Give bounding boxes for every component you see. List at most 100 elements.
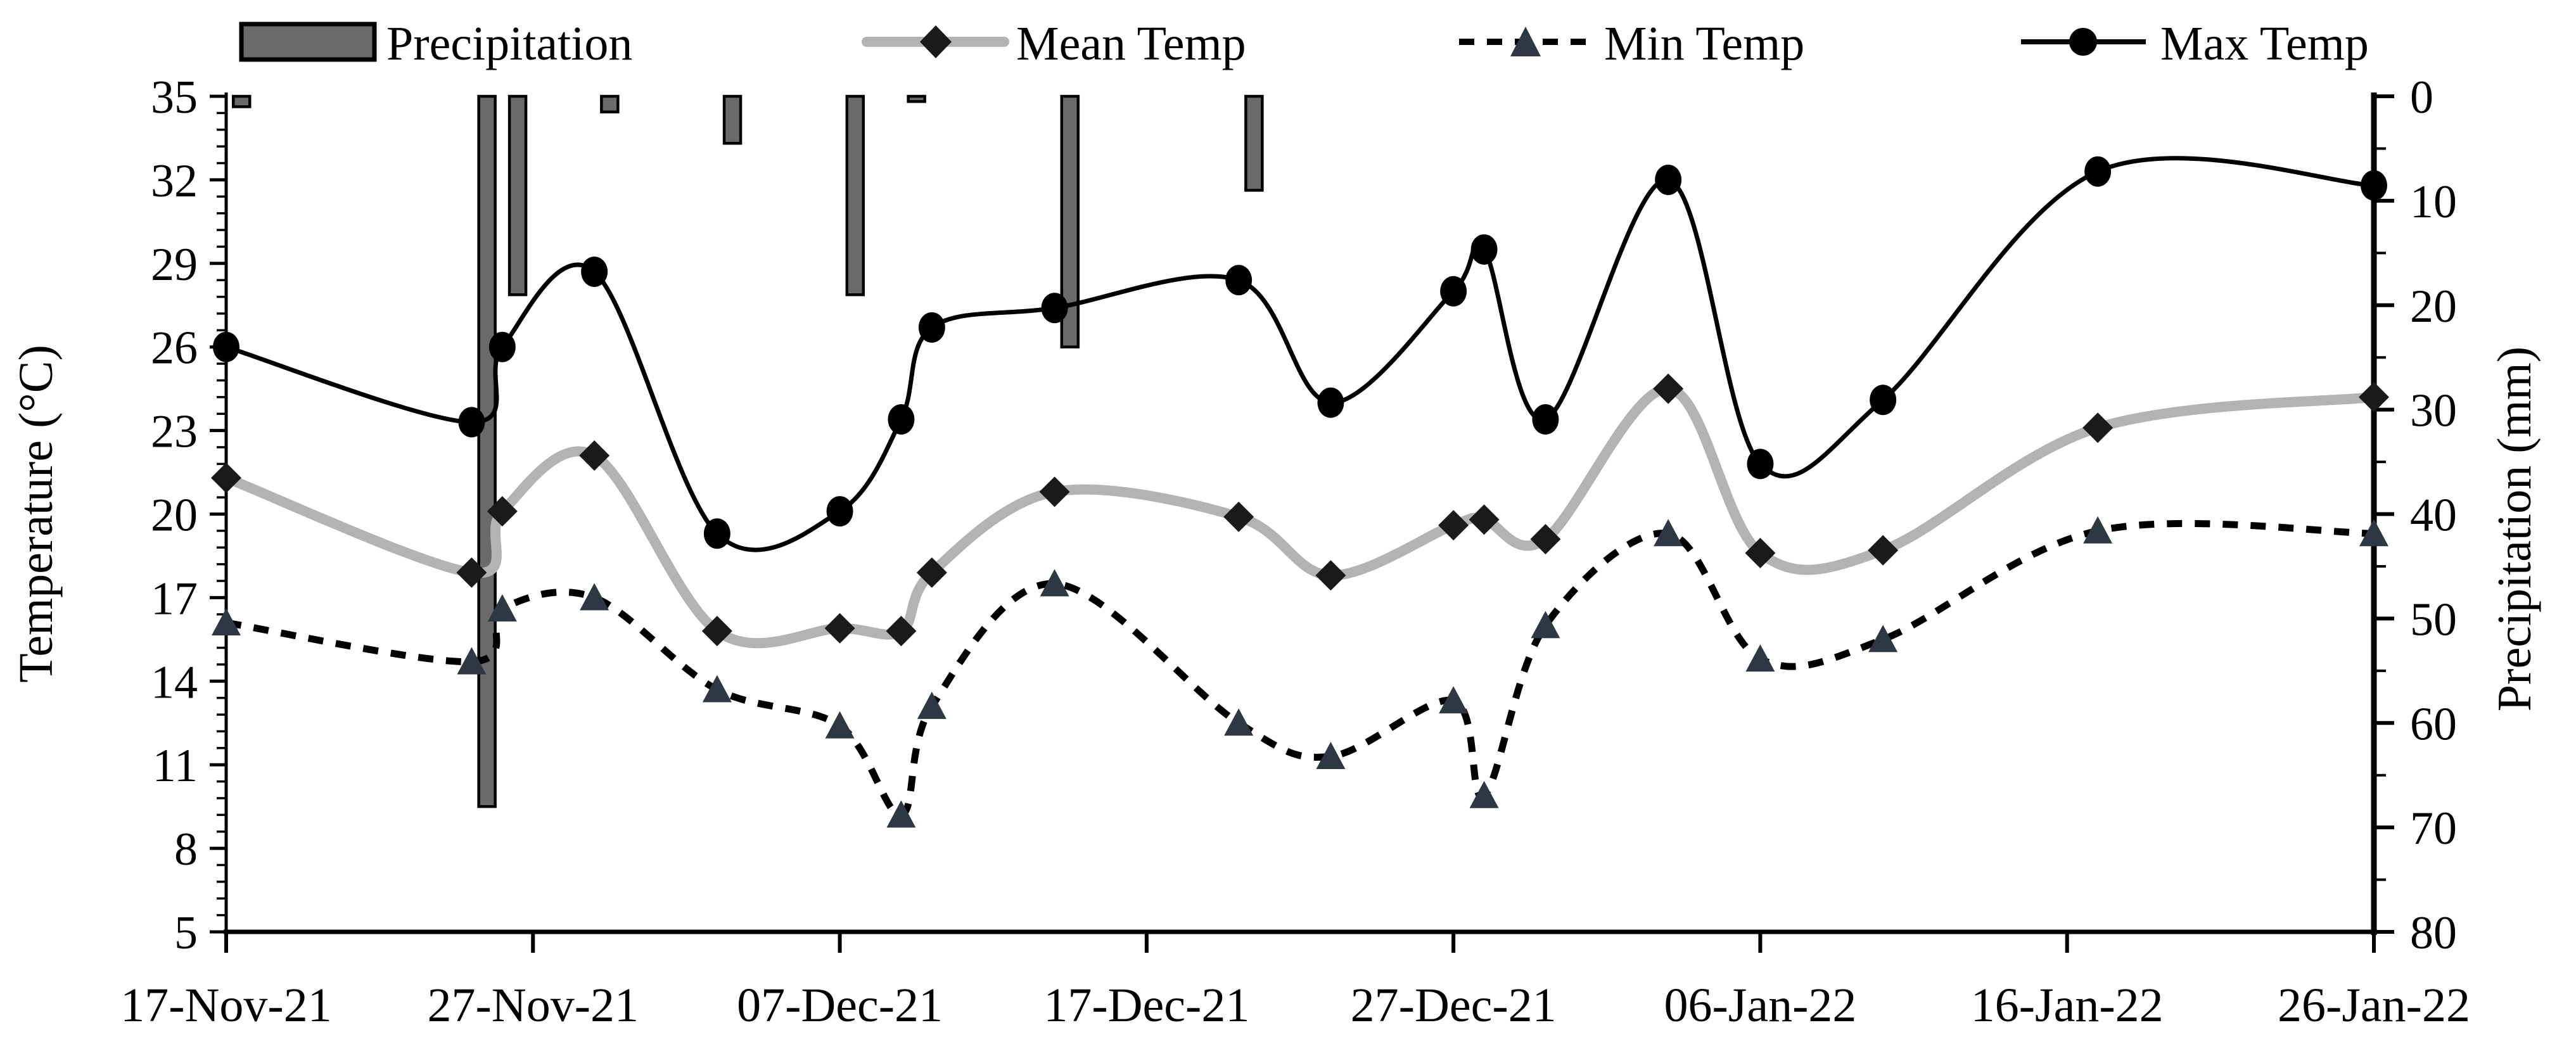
y-left-tick-label: 14 — [151, 656, 198, 708]
legend-max-circle-icon — [2069, 28, 2097, 56]
precipitation-bar — [477, 94, 497, 808]
max-temp-marker — [1041, 293, 1068, 324]
x-tick-label: 06-Jan-22 — [1664, 979, 1856, 1032]
x-tick-label: 17-Nov-21 — [120, 979, 332, 1032]
y-left-tick-label: 26 — [151, 322, 198, 374]
y-left-axis-title: Temperature (°C) — [10, 345, 63, 683]
legend-max-label: Max Temp — [2160, 17, 2369, 70]
min-temp-marker — [580, 583, 609, 611]
legend-min-label: Min Temp — [1604, 17, 1804, 70]
mean-temp-marker — [487, 496, 518, 527]
max-temp-marker — [888, 404, 915, 435]
y-left-tick-label: 35 — [151, 72, 198, 124]
mean-temp-marker — [916, 557, 947, 588]
y-right-axis-title: Precipitation (mm) — [2488, 347, 2541, 711]
x-tick-label: 26-Jan-22 — [2278, 979, 2470, 1032]
max-temp-marker — [1440, 276, 1467, 307]
mean-temp-marker — [1530, 524, 1561, 555]
mean-temp-marker — [579, 440, 610, 471]
y-left-tick-label: 5 — [174, 907, 198, 959]
y-right-tick-label: 70 — [2410, 803, 2457, 855]
min-temp-marker — [1745, 644, 1775, 672]
legend-mean-diamond-icon — [920, 25, 952, 58]
y-left-tick-label: 11 — [153, 740, 198, 792]
max-temp-marker — [581, 256, 608, 287]
y-left-tick-label: 17 — [151, 573, 198, 625]
max-temp-series — [213, 156, 2387, 552]
y-left-tick-label: 29 — [151, 239, 198, 291]
max-temp-marker — [2084, 156, 2112, 187]
min-temp-line — [226, 519, 2375, 818]
max-temp-marker — [488, 331, 516, 362]
max-temp-marker — [1870, 385, 1897, 416]
max-temp-marker — [918, 312, 945, 343]
y-left-tick-label: 8 — [174, 824, 198, 875]
x-tick-label: 27-Nov-21 — [428, 979, 639, 1032]
min-temp-marker — [702, 675, 732, 703]
precipitation-bar — [231, 94, 252, 108]
y-right-tick-label: 10 — [2410, 176, 2457, 228]
x-tick-label: 27-Dec-21 — [1351, 979, 1557, 1032]
mean-temp-marker — [2359, 381, 2389, 412]
max-temp-marker — [213, 331, 239, 362]
x-tick-label: 16-Jan-22 — [1971, 979, 2164, 1032]
y-right-tick-label: 30 — [2410, 385, 2457, 437]
mean-temp-marker — [1223, 501, 1254, 532]
max-temp-marker — [1225, 265, 1253, 296]
precipitation-bar — [600, 94, 620, 113]
legend-min-triangle-icon — [1510, 27, 1541, 56]
mean-temp-marker — [1438, 510, 1469, 541]
mean-temp-marker — [1315, 560, 1346, 591]
precipitation-bars — [231, 94, 1264, 808]
mean-temp-series — [211, 373, 2389, 649]
min-temp-marker — [1040, 569, 1069, 597]
mean-temp-marker — [886, 616, 917, 647]
precipitation-bar — [722, 94, 743, 145]
min-temp-marker — [487, 594, 517, 621]
y-right-tick-label: 60 — [2410, 698, 2457, 750]
min-temp-marker — [1469, 780, 1499, 808]
legend — [239, 22, 2146, 62]
min-temp-marker — [1531, 611, 1560, 639]
y-right-tick-label: 80 — [2410, 907, 2457, 959]
max-temp-marker — [1747, 449, 1774, 480]
mean-temp-marker — [701, 616, 732, 647]
mean-temp-marker — [456, 557, 487, 588]
min-temp-marker — [917, 691, 947, 719]
max-temp-marker — [1655, 164, 1682, 195]
min-temp-marker — [212, 608, 241, 635]
min-temp-marker — [886, 800, 916, 828]
precipitation-bar — [507, 94, 528, 296]
min-temp-marker — [1868, 625, 1898, 652]
precipitation-bar — [845, 94, 865, 296]
min-temp-marker — [1654, 519, 1683, 547]
mean-temp-marker — [1653, 373, 1684, 404]
min-temp-marker — [1224, 708, 1254, 736]
mean-temp-marker — [211, 462, 241, 493]
min-temp-marker — [825, 711, 855, 739]
max-temp-marker — [2361, 170, 2387, 201]
x-tick-label: 07-Dec-21 — [737, 979, 943, 1032]
min-temp-marker — [1316, 742, 1346, 770]
mean-temp-marker — [1469, 504, 1500, 535]
max-temp-marker — [703, 518, 730, 549]
mean-temp-marker — [2082, 412, 2114, 443]
mean-temp-marker — [824, 613, 855, 644]
y-right-tick-label: 0 — [2410, 72, 2433, 124]
x-tick-label: 17-Dec-21 — [1043, 979, 1249, 1032]
y-left-tick-label: 23 — [151, 406, 198, 458]
mean-temp-marker — [1868, 535, 1899, 566]
axes — [210, 92, 2394, 953]
mean-temp-line — [221, 383, 2379, 649]
legend-precipitation-label: Precipitation — [386, 17, 632, 70]
legend-mean-label: Mean Temp — [1016, 17, 1246, 70]
max-temp-marker — [826, 496, 853, 527]
min-temp-marker — [2359, 519, 2388, 547]
min-temp-series — [212, 516, 2388, 828]
y-left-tick-label: 32 — [151, 155, 198, 207]
min-temp-marker — [457, 647, 487, 675]
precipitation-bar — [907, 94, 926, 103]
max-temp-marker — [1317, 387, 1344, 418]
